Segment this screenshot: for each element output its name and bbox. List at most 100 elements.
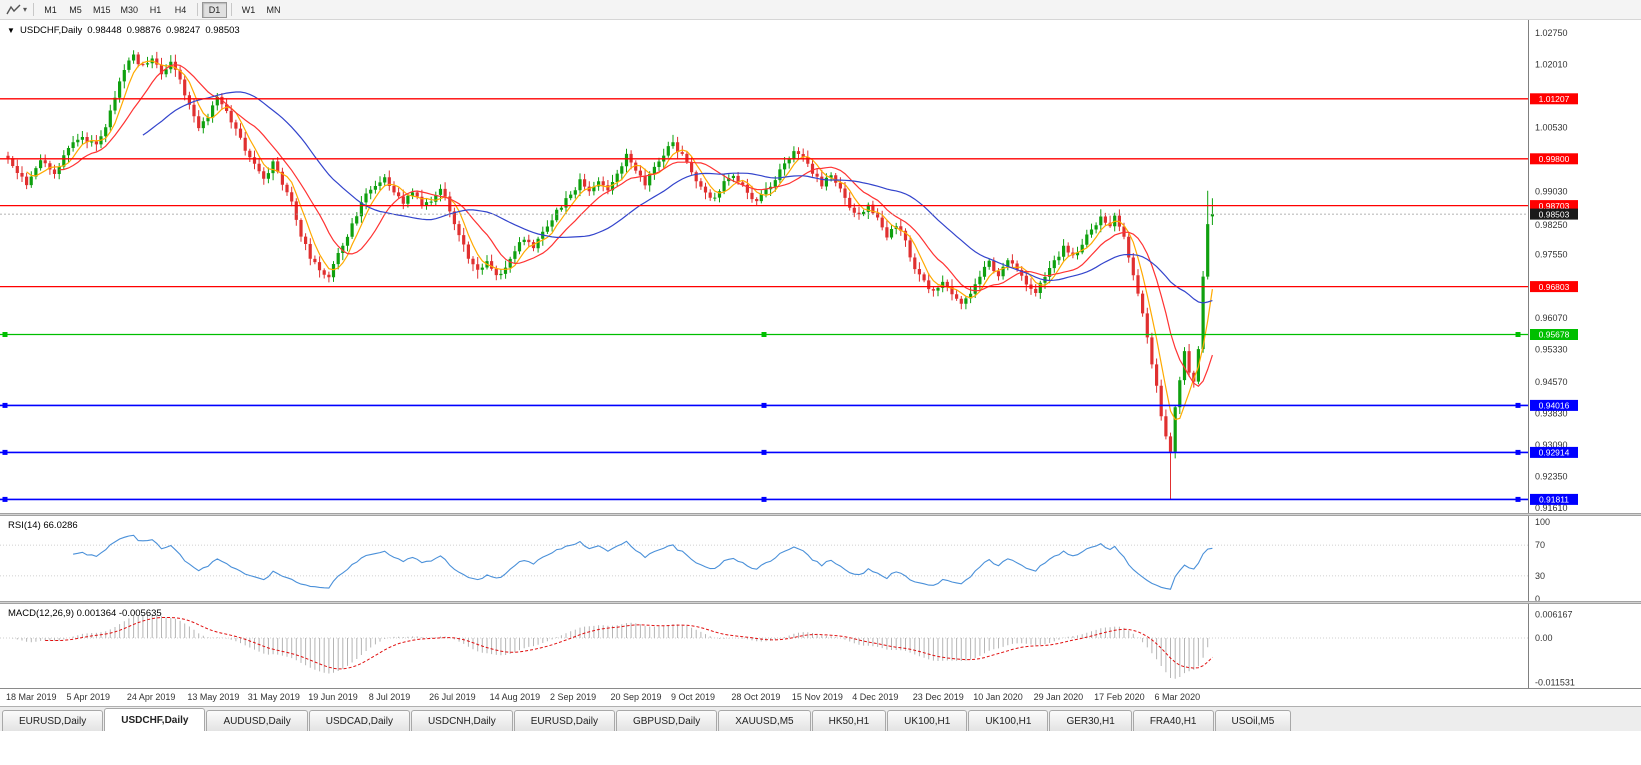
chevron-down-icon[interactable]: ▾ [23,5,28,14]
date-label: 23 Dec 2019 [912,692,964,702]
toolbar: ▾ M1 M5 M15 M30 H1 H4 D1 W1 MN [0,0,1641,20]
rsi-line [72,534,1213,590]
price-level-label: 0.92914 [1530,446,1578,458]
main-chart-canvas[interactable]: 1.02750 1.02010 1.00530 0.99030 0.98250 0.975… [0,20,1641,513]
pane-splitter[interactable] [0,601,1641,604]
price-level-label: 0.94016 [1530,399,1578,411]
timeframe-button-mn[interactable]: MN [266,4,281,15]
ohlc-high: 0.98876 [126,25,161,36]
line-handle[interactable] [761,402,767,408]
tab-hk50-h1[interactable]: HK50,H1 [811,710,887,731]
date-label: 14 Aug 2019 [489,692,541,702]
price-level-label: 0.98703 [1530,200,1578,212]
date-label: 24 Apr 2019 [126,692,176,702]
price-level-label: 0.95678 [1530,329,1578,340]
price-level-label: 0.99800 [1530,153,1578,165]
price-tick-label: 0.99030 [1535,187,1568,197]
macd-tick-label: -0.011531 [1535,677,1575,687]
date-label: 8 Jul 2019 [368,692,411,702]
chart-tools-icon[interactable] [5,2,23,18]
line-handle[interactable] [1515,402,1521,408]
timeframe-button-h1[interactable]: H1 [149,4,162,15]
tab-usdcad-daily[interactable]: USDCAD,Daily [308,710,410,731]
ma-12-line [59,63,1213,387]
rsi-pane-canvas[interactable]: 100 70 30 0 [0,516,1641,601]
line-handle[interactable] [1515,496,1521,502]
svg-text:0.98703: 0.98703 [1539,201,1570,211]
tab-usdchf-daily[interactable]: USDCHF,Daily [104,708,206,731]
svg-text:0.91811: 0.91811 [1539,495,1569,505]
price-tick-label: 1.02750 [1535,28,1568,38]
date-label: 5 Apr 2019 [66,692,110,702]
price-tick-label: 0.93830 [1535,408,1568,418]
ohlc-open: 0.98448 [87,25,122,36]
candles-down-wicks [7,51,1195,500]
rsi-tick-label: 0 [1535,594,1540,601]
price-tick-label: 0.92350 [1535,471,1568,481]
candles-up-wicks [30,50,1213,459]
current-price-label: 0.98503 [1530,208,1578,220]
date-label: 19 Jun 2019 [308,692,358,702]
price-tick-label: 0.94570 [1535,377,1568,387]
line-handle[interactable] [1515,332,1521,337]
tab-xauusd-m5[interactable]: XAUUSD,M5 [718,710,811,731]
price-tick-label: 0.98250 [1535,220,1568,230]
macd-pane-canvas[interactable]: 0.006167 0.00 -0.011531 [0,604,1641,688]
price-level-label: 1.01207 [1530,93,1578,105]
timeframe-button-d1[interactable]: D1 [202,1,228,18]
date-label: 6 Mar 2020 [1154,692,1201,702]
line-handle[interactable] [761,332,767,337]
line-handle[interactable] [761,496,767,502]
svg-text:0.96803: 0.96803 [1539,282,1570,292]
date-label: 26 Jul 2019 [429,692,476,702]
timeframe-button-m30[interactable]: M30 [120,4,139,15]
tab-fra40-h1[interactable]: FRA40,H1 [1132,710,1214,731]
timeframe-button-m5[interactable]: M5 [69,4,82,15]
tab-usoil-m5[interactable]: USOil,M5 [1214,710,1292,731]
date-label: 10 Jan 2020 [973,692,1023,702]
ma-5-line [26,60,1213,421]
date-label: 15 Nov 2019 [791,692,843,702]
timeframe-buttons: M1 M5 M15 M30 H1 H4 D1 W1 MN [38,1,286,18]
ohlc-close: 0.98503 [205,25,240,36]
symbol-info-line: USDCHF,Daily 0.98448 0.98876 0.98247 0.98503 [20,25,245,36]
chart-collapse-icon[interactable]: ▼ [7,26,15,35]
rsi-tick-label: 100 [1535,517,1550,527]
line-handle[interactable] [1515,449,1521,455]
line-handle[interactable] [2,402,8,408]
timeframe-button-w1[interactable]: W1 [241,4,256,15]
tab-uk100-h1[interactable]: UK100,H1 [968,710,1049,731]
line-handle[interactable] [2,496,8,502]
price-tick-label: 0.95330 [1535,344,1568,354]
tab-uk100-h1[interactable]: UK100,H1 [887,710,968,731]
tab-eurusd-daily[interactable]: EURUSD,Daily [2,710,104,731]
tab-usdcnh-daily[interactable]: USDCNH,Daily [410,710,513,731]
date-axis: 18 Mar 2019 5 Apr 2019 24 Apr 2019 13 May 2… [0,688,1641,706]
timeframe-button-h4[interactable]: H4 [174,4,187,15]
tab-bar: EURUSD,Daily USDCHF,Daily AUDUSD,Daily USDC… [0,706,1641,731]
svg-text:1.01207: 1.01207 [1539,94,1570,104]
date-label: 29 Jan 2020 [1033,692,1084,702]
svg-text:0.95678: 0.95678 [1539,330,1570,340]
symbol-label: USDCHF,Daily [20,25,83,36]
tab-gbpusd-daily[interactable]: GBPUSD,Daily [615,710,718,731]
price-level-label: 0.91811 [1530,493,1578,505]
tab-audusd-daily[interactable]: AUDUSD,Daily [206,710,308,731]
toolbar-separator [33,3,35,16]
price-tick-label: 0.93090 [1535,440,1568,450]
rsi-tick-label: 70 [1535,540,1545,550]
line-handle[interactable] [2,449,8,455]
price-level-label: 0.96803 [1530,281,1578,293]
pane-splitter[interactable] [0,513,1641,516]
svg-text:0.94016: 0.94016 [1539,401,1570,411]
timeframe-button-m1[interactable]: M1 [44,4,57,15]
rsi-label: RSI(14) 66.0286 [8,520,78,531]
timeframe-button-m15[interactable]: M15 [93,4,111,15]
tab-eurusd-daily[interactable]: EURUSD,Daily [513,710,615,731]
line-handle[interactable] [761,449,767,455]
candles-down-bodies [6,54,1196,452]
tab-ger30-h1[interactable]: GER30,H1 [1049,710,1132,731]
price-tick-label: 0.97550 [1535,250,1568,260]
line-handle[interactable] [2,332,8,337]
